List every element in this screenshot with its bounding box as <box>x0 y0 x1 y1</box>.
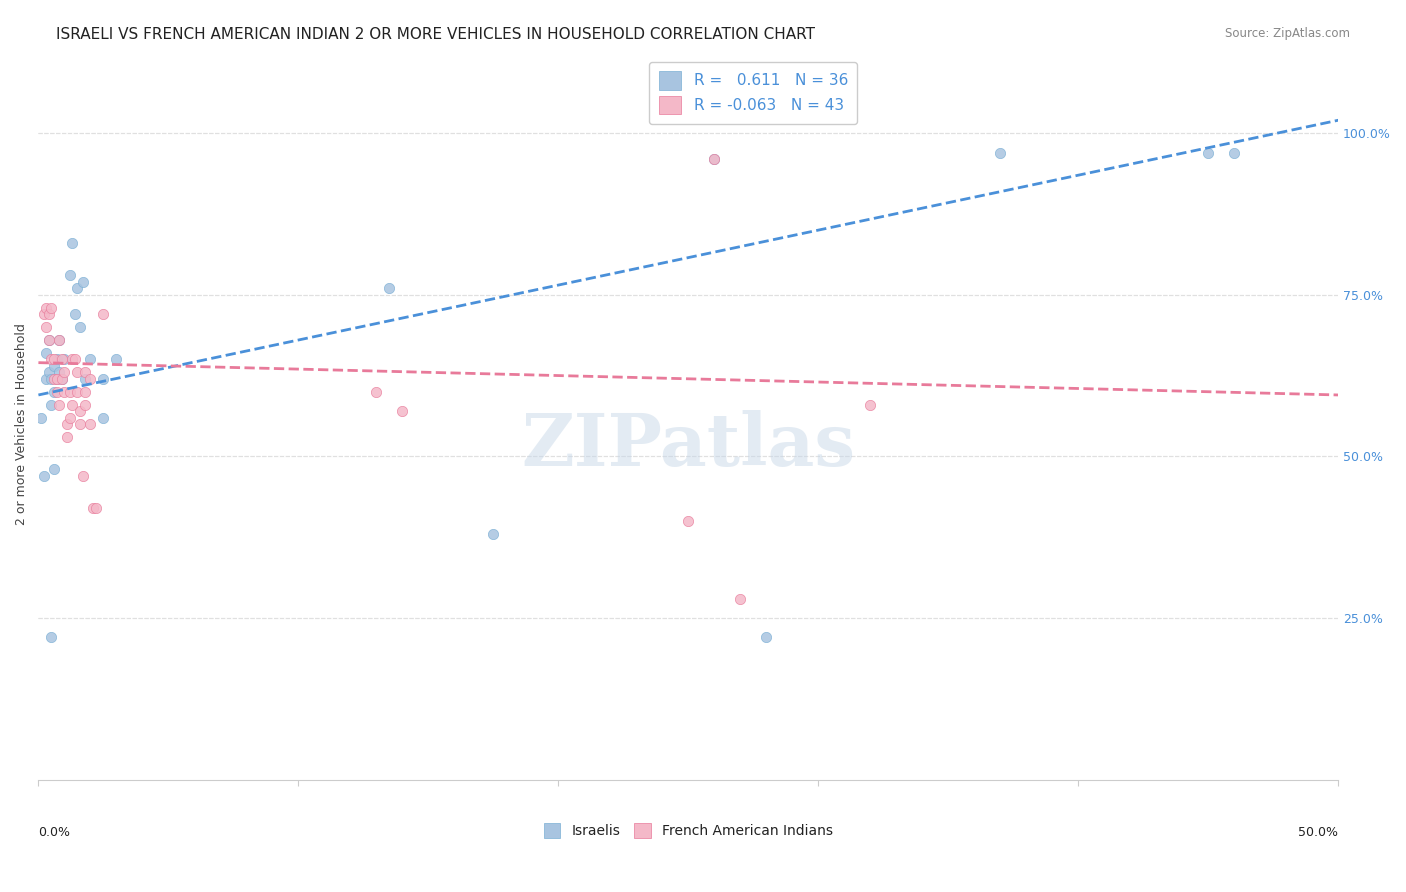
Point <box>38 307 60 321</box>
Point <box>51 372 73 386</box>
Point <box>75 372 97 386</box>
Point <box>82 501 104 516</box>
Point <box>56 417 79 431</box>
Point <box>53 365 76 379</box>
Point <box>366 384 388 399</box>
Point <box>755 631 778 645</box>
Point <box>41 301 63 315</box>
Point <box>60 235 83 250</box>
Point <box>35 346 58 360</box>
Point <box>42 372 65 386</box>
Point <box>38 333 60 347</box>
Point <box>38 333 60 347</box>
Point <box>32 468 55 483</box>
Point <box>69 320 91 334</box>
Point <box>93 372 115 386</box>
Point <box>79 352 101 367</box>
Point <box>42 359 65 373</box>
Point <box>42 384 65 399</box>
Point <box>38 365 60 379</box>
Point <box>53 352 76 367</box>
Point <box>678 514 700 528</box>
Point <box>1197 145 1219 160</box>
Point <box>42 352 65 367</box>
Point <box>69 417 91 431</box>
Point <box>41 631 63 645</box>
Point <box>35 320 58 334</box>
Point <box>730 591 752 606</box>
Point <box>93 307 115 321</box>
Text: ZIPatlas: ZIPatlas <box>522 410 855 481</box>
Point <box>75 384 97 399</box>
Point <box>53 384 76 399</box>
Point <box>42 462 65 476</box>
Point <box>63 352 86 367</box>
Point <box>45 372 67 386</box>
Point <box>41 372 63 386</box>
Point <box>69 404 91 418</box>
Point <box>35 372 58 386</box>
Point <box>60 398 83 412</box>
Y-axis label: 2 or more Vehicles in Household: 2 or more Vehicles in Household <box>15 323 28 525</box>
Point <box>72 468 94 483</box>
Point <box>378 281 401 295</box>
Point <box>59 384 82 399</box>
Point <box>48 333 70 347</box>
Point <box>859 398 882 412</box>
Legend: Israelis, French American Indians: Israelis, French American Indians <box>538 818 838 844</box>
Point <box>79 372 101 386</box>
Point <box>59 410 82 425</box>
Point <box>60 352 83 367</box>
Point <box>48 333 70 347</box>
Point <box>41 352 63 367</box>
Point <box>63 307 86 321</box>
Point <box>32 307 55 321</box>
Point <box>66 384 89 399</box>
Point <box>75 398 97 412</box>
Point <box>48 398 70 412</box>
Point <box>35 301 58 315</box>
Point <box>51 352 73 367</box>
Point <box>105 352 128 367</box>
Point <box>45 372 67 386</box>
Point <box>41 398 63 412</box>
Point <box>84 501 107 516</box>
Point <box>66 281 89 295</box>
Text: 50.0%: 50.0% <box>1298 826 1339 838</box>
Point <box>703 152 725 166</box>
Point <box>30 410 52 425</box>
Point <box>988 145 1011 160</box>
Point <box>703 152 725 166</box>
Point <box>75 365 97 379</box>
Text: Source: ZipAtlas.com: Source: ZipAtlas.com <box>1225 27 1350 40</box>
Point <box>79 417 101 431</box>
Point <box>391 404 413 418</box>
Point <box>56 430 79 444</box>
Point <box>66 365 89 379</box>
Text: 0.0%: 0.0% <box>38 826 70 838</box>
Point <box>59 268 82 283</box>
Point <box>51 372 73 386</box>
Point <box>482 527 505 541</box>
Point <box>93 410 115 425</box>
Point <box>72 275 94 289</box>
Point <box>45 352 67 367</box>
Point <box>1223 145 1246 160</box>
Point <box>45 384 67 399</box>
Text: ISRAELI VS FRENCH AMERICAN INDIAN 2 OR MORE VEHICLES IN HOUSEHOLD CORRELATION CH: ISRAELI VS FRENCH AMERICAN INDIAN 2 OR M… <box>56 27 815 42</box>
Point <box>48 365 70 379</box>
